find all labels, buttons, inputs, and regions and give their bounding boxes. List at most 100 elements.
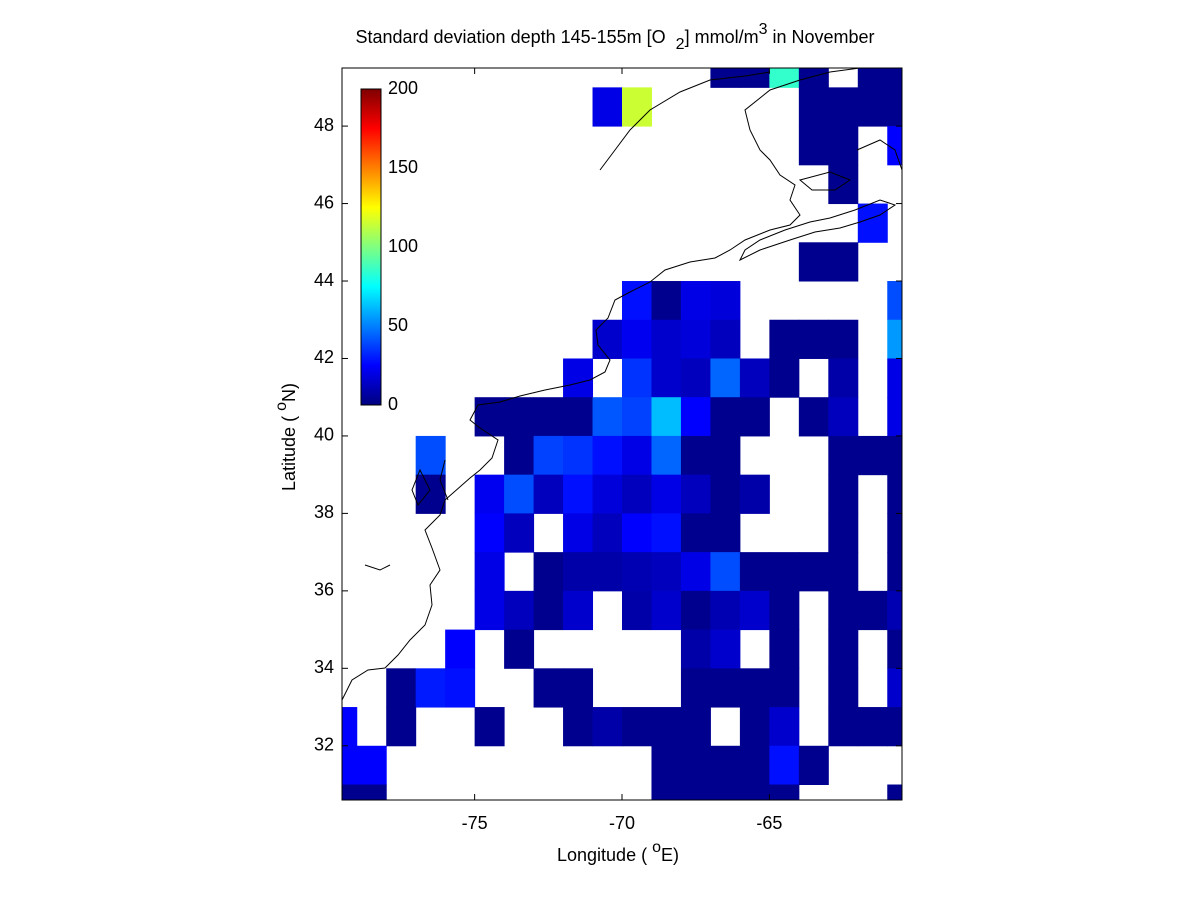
cell xyxy=(887,358,902,398)
colorbar-tick-label: 100 xyxy=(388,236,418,256)
cell xyxy=(651,474,682,514)
cell xyxy=(533,397,564,437)
cell xyxy=(798,126,829,166)
cell xyxy=(680,281,711,321)
cells xyxy=(342,68,902,800)
x-tick-label: -65 xyxy=(756,813,782,833)
cell xyxy=(622,319,652,359)
cell xyxy=(887,590,902,631)
cell xyxy=(887,126,902,166)
title-part: ] mmol/m xyxy=(685,27,759,47)
chart-title: Standard deviation depth 145-155m [O 2] m… xyxy=(355,21,874,53)
cell xyxy=(680,552,711,592)
cell xyxy=(342,745,358,786)
cell xyxy=(769,319,800,359)
cell xyxy=(680,745,711,786)
colorbar-tick-label: 200 xyxy=(388,78,418,98)
cell xyxy=(887,707,902,747)
cell xyxy=(592,87,623,127)
y-tick-label: 36 xyxy=(314,580,334,600)
cell xyxy=(504,474,535,514)
cell xyxy=(474,552,505,592)
cell xyxy=(710,319,741,359)
cell xyxy=(680,474,711,514)
cell xyxy=(563,590,594,631)
cell xyxy=(739,552,770,592)
cell xyxy=(710,745,741,786)
cell xyxy=(563,707,594,747)
cell xyxy=(342,707,358,747)
cell xyxy=(356,745,387,786)
cell xyxy=(828,126,859,166)
cell xyxy=(563,668,594,708)
cell xyxy=(828,435,859,476)
cell xyxy=(710,358,741,398)
y-tick-label: 32 xyxy=(314,735,334,755)
cell xyxy=(563,358,594,398)
cell xyxy=(710,397,741,437)
cell xyxy=(769,358,800,398)
cell xyxy=(769,668,800,708)
cell xyxy=(415,668,446,708)
y-tick-label: 42 xyxy=(314,347,334,367)
cell xyxy=(622,281,652,321)
title-part: in November xyxy=(767,27,874,47)
cell xyxy=(857,707,888,747)
cell xyxy=(887,87,902,127)
x-tick-label: -70 xyxy=(609,813,635,833)
cell xyxy=(857,87,888,127)
cell xyxy=(710,474,741,514)
cell xyxy=(769,590,800,631)
y-axis-label: Latitude ( oN) xyxy=(273,383,299,491)
cell xyxy=(828,358,859,398)
cell xyxy=(651,707,682,747)
cell xyxy=(386,668,417,708)
cell xyxy=(504,513,535,553)
cell xyxy=(710,590,741,631)
cell xyxy=(828,629,859,669)
cell xyxy=(857,68,888,88)
cell xyxy=(651,784,682,800)
cell xyxy=(710,281,741,321)
cell xyxy=(504,629,535,669)
x-label-superscript: o xyxy=(652,839,661,856)
cell xyxy=(887,319,902,359)
cell xyxy=(739,745,770,786)
cell xyxy=(651,358,682,398)
cell xyxy=(887,435,902,476)
cell xyxy=(622,552,652,592)
cell xyxy=(533,668,564,708)
cell xyxy=(710,668,741,708)
cell xyxy=(680,319,711,359)
cell xyxy=(563,474,594,514)
cell xyxy=(828,242,859,282)
cell xyxy=(651,319,682,359)
colorbar-tick-label: 0 xyxy=(388,394,398,414)
cell xyxy=(680,358,711,398)
cell xyxy=(504,590,535,631)
cell xyxy=(680,590,711,631)
title-subscript: 2 xyxy=(676,36,685,53)
cell xyxy=(680,784,711,800)
cell xyxy=(592,474,623,514)
cell xyxy=(739,784,770,800)
cell xyxy=(680,629,711,669)
cell xyxy=(710,435,741,476)
cell xyxy=(798,397,829,437)
cell xyxy=(563,397,594,437)
cell xyxy=(739,358,770,398)
cell xyxy=(887,281,902,321)
cell xyxy=(739,707,770,747)
cell xyxy=(592,397,623,437)
cell xyxy=(828,319,859,359)
cell xyxy=(622,87,652,127)
cell xyxy=(622,590,652,631)
cell xyxy=(828,668,859,708)
cell xyxy=(651,590,682,631)
cell xyxy=(828,87,859,127)
cell xyxy=(474,590,505,631)
cell xyxy=(739,397,770,437)
cell xyxy=(828,513,859,553)
cell xyxy=(474,707,505,747)
